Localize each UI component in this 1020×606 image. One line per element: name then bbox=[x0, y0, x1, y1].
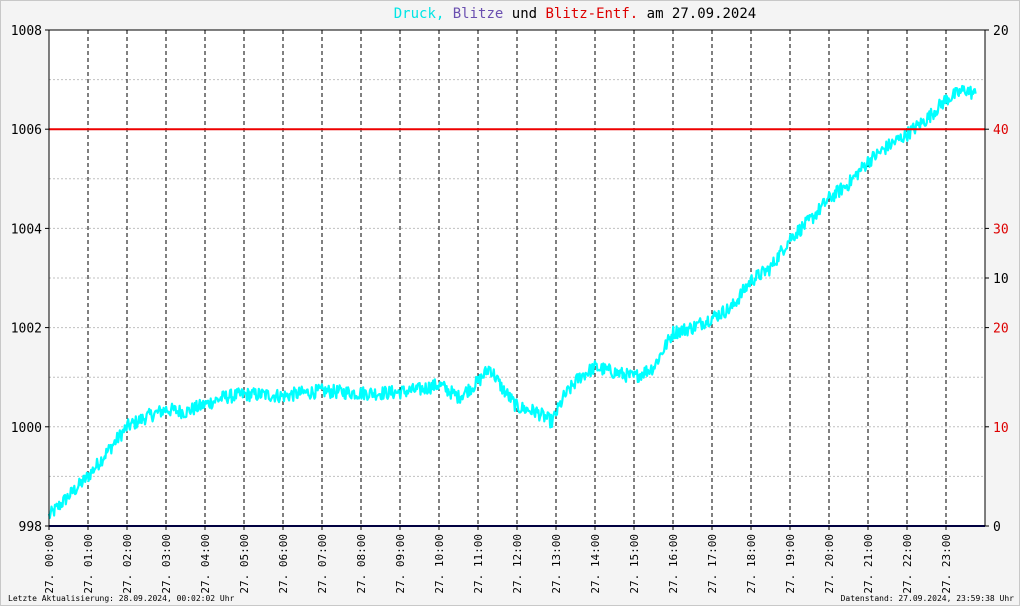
x-tick-label: 27. 20:00 bbox=[823, 534, 836, 594]
x-tick-label: 27. 02:00 bbox=[121, 534, 134, 594]
title-part: und bbox=[503, 6, 537, 22]
x-tick-label: 27. 11:00 bbox=[472, 534, 485, 594]
grid bbox=[49, 30, 985, 526]
x-tick-label: 27. 23:00 bbox=[940, 534, 953, 594]
pressure-line bbox=[47, 84, 977, 519]
x-tick-label: 27. 07:00 bbox=[316, 534, 329, 594]
last-update-text: Letzte Aktualisierung: 28.09.2024, 00:02… bbox=[8, 594, 235, 603]
axes: 27. 00:00 27. 01:00 27. 02:00 27. 03:00 27. … bbox=[11, 24, 1009, 594]
series-layer bbox=[47, 84, 977, 519]
y-right-tick-label: 0 bbox=[993, 520, 1001, 535]
y-left-tick-label: 1000 bbox=[11, 421, 42, 436]
x-tick-label: 27. 15:00 bbox=[628, 534, 641, 594]
x-tick-label: 27. 05:00 bbox=[238, 534, 251, 594]
x-tick-label: 27. 03:00 bbox=[160, 534, 173, 594]
x-tick-label: 27. 06:00 bbox=[277, 534, 290, 594]
y-right-tick-label: 20 bbox=[993, 24, 1009, 39]
y-left-tick-label: 1008 bbox=[11, 24, 42, 39]
data-status-text: Datenstand: 27.09.2024, 23:59:38 Uhr bbox=[840, 594, 1014, 603]
title-part: Druck, bbox=[394, 6, 445, 22]
y-right-tick-label: 30 bbox=[993, 222, 1009, 237]
x-tick-label: 27. 00:00 bbox=[43, 534, 56, 594]
x-tick-label: 27. 01:00 bbox=[82, 534, 95, 594]
y-left-tick-label: 998 bbox=[19, 520, 42, 535]
chart-title: Druck, Blitze und Blitz-Entf. am 27.09.2… bbox=[394, 6, 756, 22]
x-tick-label: 27. 09:00 bbox=[394, 534, 407, 594]
x-tick-label: 27. 13:00 bbox=[550, 534, 563, 594]
y-left-tick-label: 1002 bbox=[11, 322, 42, 337]
title-part: Blitz-Entf. bbox=[537, 6, 638, 22]
x-tick-label: 27. 22:00 bbox=[901, 534, 914, 594]
y-right-tick-label: 40 bbox=[993, 123, 1009, 138]
x-tick-label: 27. 17:00 bbox=[706, 534, 719, 594]
y-right-tick-label: 20 bbox=[993, 322, 1009, 337]
y-right-tick-label: 10 bbox=[993, 421, 1009, 436]
x-tick-label: 27. 14:00 bbox=[589, 534, 602, 594]
title-part: Blitze bbox=[444, 6, 503, 22]
x-tick-label: 27. 10:00 bbox=[433, 534, 446, 594]
y-right-tick-label: 10 bbox=[993, 272, 1009, 287]
plot-border bbox=[48, 29, 986, 527]
x-tick-label: 27. 21:00 bbox=[862, 534, 875, 594]
y-left-tick-label: 1006 bbox=[11, 123, 42, 138]
x-tick-label: 27. 08:00 bbox=[355, 534, 368, 594]
x-tick-label: 27. 19:00 bbox=[784, 534, 797, 594]
x-tick-label: 27. 12:00 bbox=[511, 534, 524, 594]
title-part: am 27.09.2024 bbox=[638, 6, 756, 22]
x-tick-label: 27. 04:00 bbox=[199, 534, 212, 594]
y-left-tick-label: 1004 bbox=[11, 222, 42, 237]
x-tick-label: 27. 18:00 bbox=[745, 534, 758, 594]
x-tick-label: 27. 16:00 bbox=[667, 534, 680, 594]
